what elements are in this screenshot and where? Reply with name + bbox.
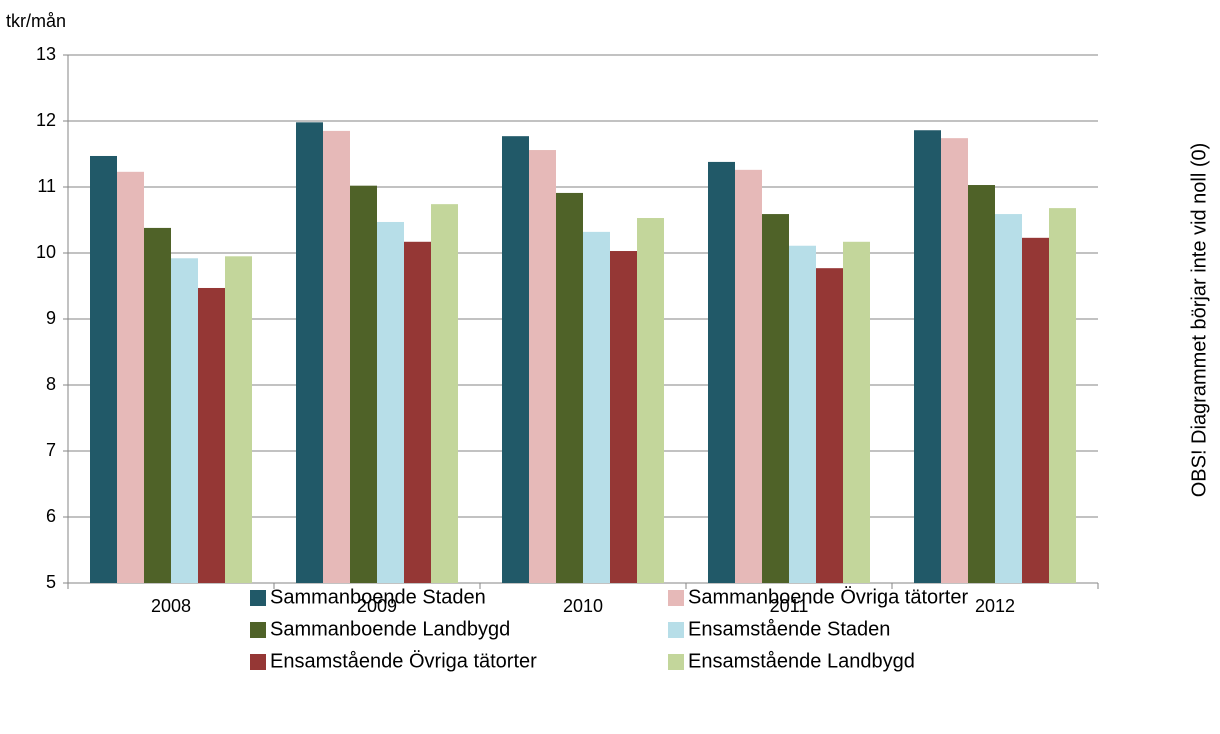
legend-swatch <box>250 654 266 670</box>
y-tick-label: 8 <box>46 374 56 394</box>
bar <box>431 204 458 583</box>
y-tick-label: 13 <box>36 44 56 64</box>
bar <box>610 251 637 583</box>
legend-label: Ensamstående Landbygd <box>688 650 915 672</box>
y-tick-label: 6 <box>46 506 56 526</box>
legend-swatch <box>250 590 266 606</box>
bar <box>708 161 735 584</box>
y-tick-label: 7 <box>46 440 56 460</box>
legend-label: Sammanboende Övriga tätorter <box>688 586 968 608</box>
bar <box>90 155 117 584</box>
y-tick-label: 10 <box>36 242 56 262</box>
bar <box>556 192 583 583</box>
bar <box>637 218 664 583</box>
bar <box>995 214 1022 583</box>
bar <box>350 185 377 583</box>
legend-swatch <box>668 590 684 606</box>
legend-label: Sammanboende Landbygd <box>270 618 510 640</box>
bar <box>941 138 968 583</box>
bar <box>789 245 816 584</box>
legend-swatch <box>250 622 266 638</box>
x-tick-label: 2011 <box>770 596 809 616</box>
bar <box>296 122 323 583</box>
bar <box>968 185 995 583</box>
bar <box>843 241 870 583</box>
x-tick-label: 2010 <box>563 596 603 616</box>
bar <box>1022 237 1049 583</box>
legend-label: Ensamstående Staden <box>688 618 890 640</box>
bar <box>323 130 350 583</box>
bar <box>583 231 610 583</box>
bar <box>198 287 225 583</box>
x-tick-label: 2012 <box>975 596 1015 616</box>
bar <box>377 221 404 584</box>
bar <box>762 214 789 583</box>
bar <box>171 258 198 583</box>
legend-swatch <box>668 622 684 638</box>
bar <box>914 130 941 584</box>
bar <box>502 136 529 583</box>
x-tick-label: 2009 <box>357 596 397 616</box>
bar <box>144 227 171 584</box>
side-note: OBS! Diagrammet börjar inte vid noll (0) <box>1188 143 1210 498</box>
y-tick-label: 9 <box>46 308 56 328</box>
legend-swatch <box>668 654 684 670</box>
bar <box>117 171 144 583</box>
bar <box>735 169 762 583</box>
legend-label: Ensamstående Övriga tätorter <box>270 650 537 672</box>
legend-label: Sammanboende Staden <box>270 586 486 608</box>
bar <box>529 150 556 584</box>
bar <box>225 256 252 583</box>
x-tick-label: 2008 <box>151 596 191 616</box>
y-tick-label: 12 <box>36 110 56 130</box>
y-axis-label: tkr/mån <box>6 11 66 31</box>
bar <box>1049 208 1076 583</box>
y-tick-label: 11 <box>37 176 56 196</box>
bar <box>404 241 431 583</box>
y-tick-label: 5 <box>46 572 56 592</box>
bar <box>816 268 843 583</box>
